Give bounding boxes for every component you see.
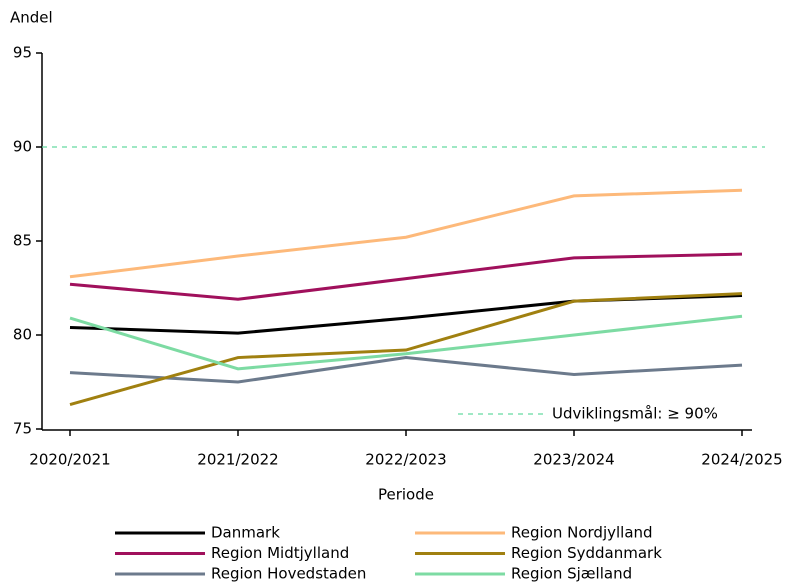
- series-line: [69, 188, 743, 279]
- legend-label: Region Midtjylland: [211, 544, 349, 562]
- legend-label: Region Nordjylland: [511, 524, 653, 542]
- y-tick-label: 95: [13, 44, 32, 62]
- x-tick-label: 2024/2025: [701, 451, 782, 469]
- x-tick-label: 2021/2022: [197, 451, 278, 469]
- legend-label: Region Sjælland: [511, 565, 632, 583]
- y-axis-label: Andel: [10, 9, 53, 27]
- y-tick-label: 90: [13, 138, 32, 156]
- x-tick-label: 2022/2023: [365, 451, 446, 469]
- x-tick-label: 2020/2021: [29, 451, 110, 469]
- y-tick-label: 75: [13, 420, 32, 438]
- series-line: [69, 252, 743, 301]
- y-tick-label: 80: [13, 326, 32, 344]
- series-line: [69, 292, 743, 407]
- legend-label: Region Syddanmark: [511, 544, 662, 562]
- y-tick-label: 85: [13, 232, 32, 250]
- legend-label: Region Hovedstaden: [211, 565, 366, 583]
- legend-label: Danmark: [211, 524, 280, 542]
- x-tick-label: 2023/2024: [533, 451, 614, 469]
- x-axis-label: Periode: [378, 486, 434, 504]
- goal-legend-label: Udviklingsmål: ≥ 90%: [552, 405, 718, 423]
- series-line: [69, 356, 743, 384]
- series-line: [69, 314, 743, 371]
